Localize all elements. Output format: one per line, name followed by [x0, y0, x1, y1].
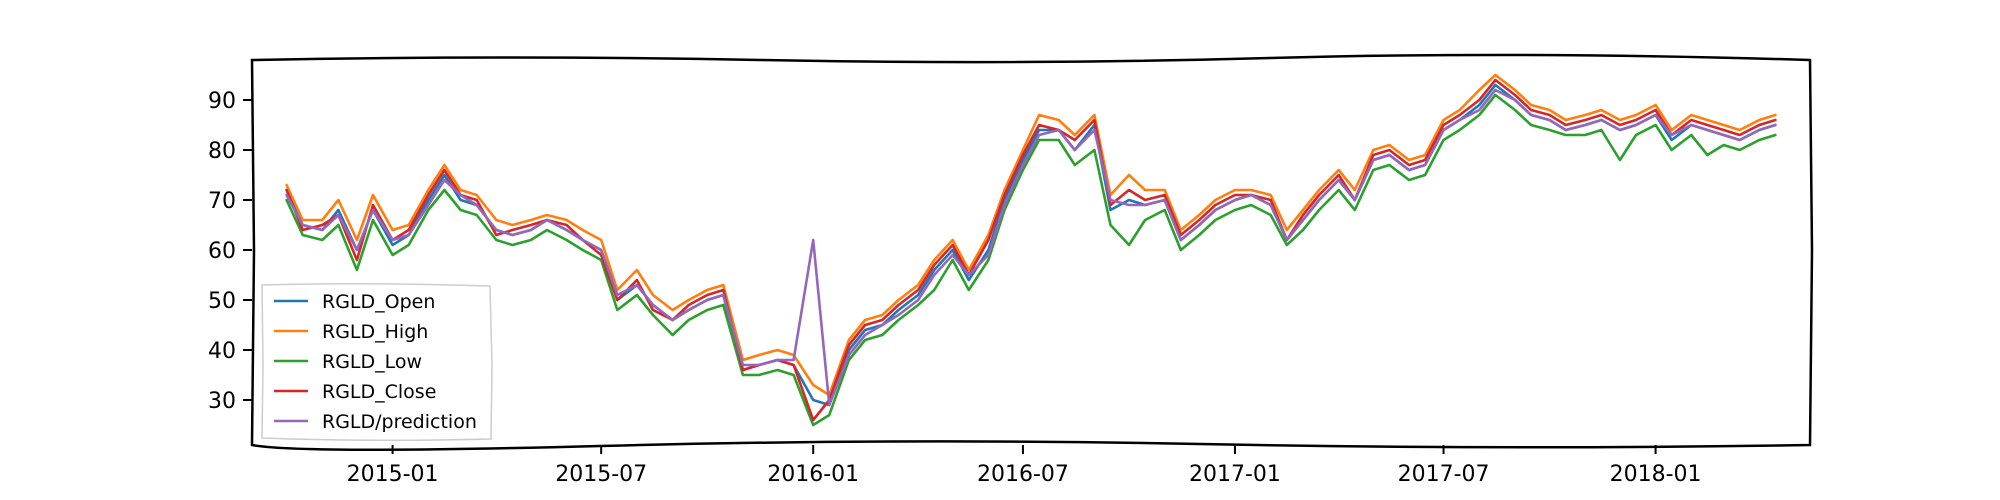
x-axis: 2015-01 2015-07 2016-01 2016-07 2017-01 2017-… [347, 445, 1702, 487]
y-tick-label: 90 [208, 89, 236, 114]
x-tick-label: 2015-01 [347, 462, 439, 487]
x-tick-label: 2017-01 [1189, 462, 1281, 487]
y-tick-label: 60 [208, 239, 236, 264]
legend-label: RGLD_High [322, 321, 428, 343]
x-tick-label: 2017-07 [1398, 462, 1490, 487]
plot-frame [250, 53, 1814, 452]
y-tick-label: 40 [208, 339, 236, 364]
legend-label: RGLD_Open [322, 291, 435, 313]
legend-label: RGLD/prediction [322, 411, 477, 433]
x-tick-label: 2018-01 [1610, 462, 1702, 487]
y-tick-label: 80 [208, 139, 236, 164]
legend-label: RGLD_Low [322, 351, 422, 373]
y-axis: 30 40 50 60 70 80 90 [208, 89, 252, 414]
x-tick-label: 2015-07 [555, 462, 647, 487]
series-line-rgld-high [285, 73, 1777, 397]
series-line-rgld-low [285, 93, 1777, 427]
y-tick-label: 50 [208, 289, 236, 314]
legend: RGLD_Open RGLD_High RGLD_Low RGLD_Close RGLD… [261, 282, 493, 442]
y-tick-label: 30 [208, 389, 236, 414]
series-line-rgld-prediction [285, 88, 1777, 407]
series-layer [285, 73, 1777, 427]
legend-label: RGLD_Close [322, 381, 436, 403]
series-line-rgld-close [285, 78, 1777, 422]
legend-box [261, 282, 493, 442]
x-tick-label: 2016-01 [767, 462, 859, 487]
y-tick-label: 70 [208, 189, 236, 214]
x-tick-label: 2016-07 [977, 462, 1069, 487]
